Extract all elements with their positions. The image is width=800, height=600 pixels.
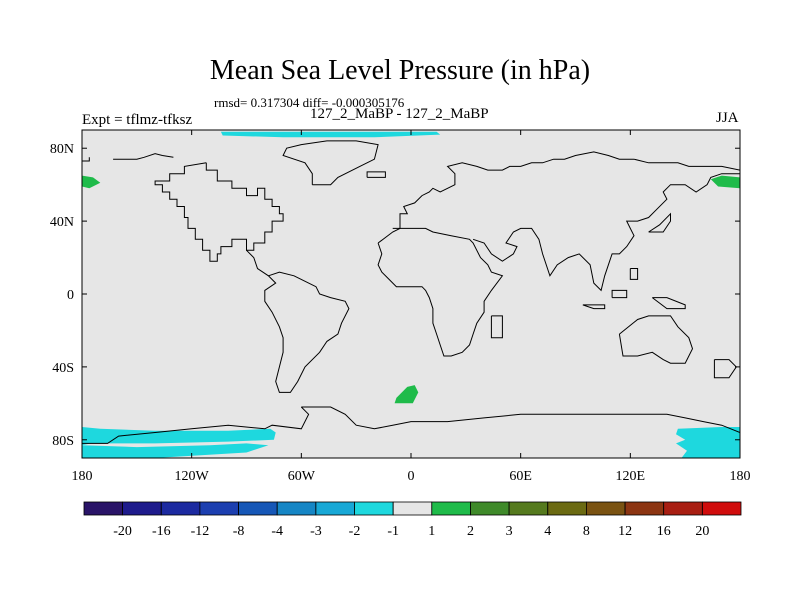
coastline-12 (648, 212, 671, 233)
colorbar-label: 3 (506, 524, 513, 539)
colorbar: -20 -16 -12 -8 -4 -3 -2 -1 1 2 3 4 8 12 16 20 (83, 501, 742, 539)
y-tick-label: 40S (52, 361, 74, 376)
coastline-6 (392, 151, 740, 229)
coastline-15 (618, 315, 694, 364)
coastline-17 (82, 406, 310, 444)
region-arctic-negative (220, 131, 441, 138)
coastline-8 (490, 315, 503, 339)
colorbar-swatch (315, 501, 355, 516)
x-tick-label: 0 (408, 469, 415, 484)
colorbar-label: -16 (152, 524, 171, 539)
colorbar-label: 1 (428, 524, 435, 539)
colorbar-swatch (547, 501, 587, 516)
colorbar-label: 8 (583, 524, 590, 539)
colorbar-label: -20 (113, 524, 132, 539)
x-tick-label: 60W (288, 469, 316, 484)
coastline-5 (366, 171, 386, 178)
colorbar-label: 20 (695, 524, 709, 539)
coastline-2 (154, 162, 284, 262)
colorbar-swatch (276, 501, 317, 516)
colorbar-swatch (354, 501, 394, 516)
y-tick-label: 40N (50, 215, 74, 230)
experiment-label: Expt = tflmz-tfksz (82, 112, 193, 128)
x-tick-label: 120E (616, 469, 646, 484)
colorbar-swatch (431, 501, 471, 516)
region-antarctic-negative-base (82, 443, 269, 458)
x-tick-label: 180 (72, 469, 93, 484)
coastline-13 (629, 268, 639, 280)
stats-text: rmsd= 0.317304 diff= -0.000305176 (214, 95, 405, 110)
colorbar-swatch (508, 501, 549, 516)
x-tick-label: 120W (175, 469, 210, 484)
colorbar-swatch (392, 501, 433, 516)
colorbar-label: -2 (349, 524, 361, 539)
coastlines (82, 140, 740, 444)
coastline-0 (82, 157, 90, 162)
colorbar-swatch (586, 501, 626, 516)
colorbar-swatch (470, 501, 510, 516)
region-pacific-positive-east (710, 175, 740, 189)
colorbar-label: -4 (271, 524, 283, 539)
colorbar-label: -12 (191, 524, 210, 539)
colorbar-label: -3 (310, 524, 322, 539)
chart-title: Mean Sea Level Pressure (in hPa) (209, 55, 591, 86)
colorbar-swatch (624, 501, 665, 516)
colorbar-swatch (160, 501, 201, 516)
coastline-16 (713, 359, 737, 379)
colorbar-label: 16 (657, 524, 671, 539)
y-tick-label: 80N (50, 142, 74, 157)
map-background (82, 130, 740, 458)
season-label: JJA (716, 110, 739, 126)
colorbar-label: 2 (467, 524, 474, 539)
region-pacific-positive-west (82, 175, 101, 189)
colorbar-label: 4 (544, 524, 551, 539)
coastline-14 (651, 297, 686, 310)
axis-ticks: 180 120W 60W 0 60E 120E 180 80N 40N 0 40S 80S (50, 130, 751, 484)
x-tick-label: 180 (730, 469, 751, 484)
colorbar-swatch (702, 501, 742, 516)
colorbar-swatch (199, 501, 239, 516)
coastline-7 (377, 227, 504, 357)
coastline-4 (282, 140, 379, 186)
region-antarctic-negative-east (676, 427, 740, 458)
x-tick-label: 60E (509, 469, 532, 484)
coastline-18 (301, 406, 740, 433)
colorbar-swatch (238, 501, 278, 516)
y-tick-label: 0 (67, 288, 74, 303)
coastline-9 (472, 173, 740, 292)
colorbar-swatch (122, 501, 162, 516)
colorbar-label: -1 (387, 524, 399, 539)
colorbar-swatch (663, 501, 703, 516)
coastline-11 (611, 289, 628, 299)
colorbar-swatch (83, 501, 123, 516)
coastline-1 (113, 153, 174, 160)
chart-subtitle: 127_2_MaBP - 127_2_MaBP (310, 106, 489, 122)
colorbar-label: -8 (233, 524, 245, 539)
coastline-10 (582, 304, 606, 310)
y-tick-label: 80S (52, 434, 74, 449)
colorbar-label: 12 (618, 524, 632, 539)
region-gulf-positive (394, 385, 419, 404)
coastline-3 (246, 249, 350, 393)
